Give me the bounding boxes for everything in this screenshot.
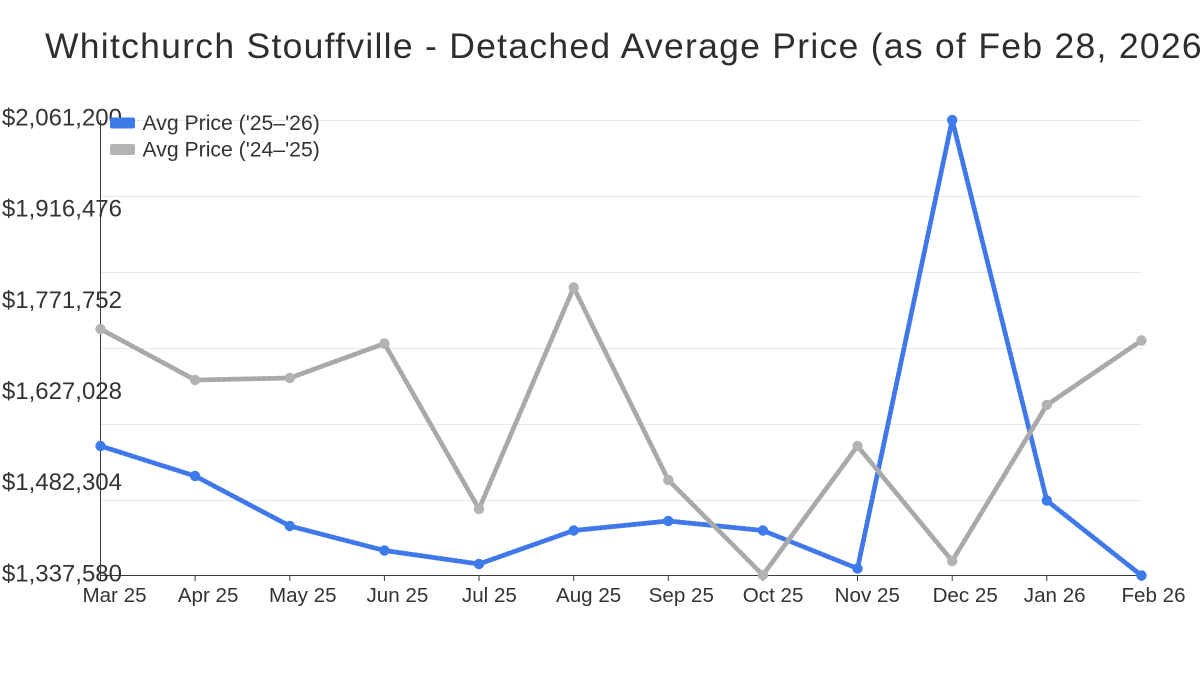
- svg-text:$2,061,200: $2,061,200: [2, 104, 122, 131]
- svg-text:Sep 25: Sep 25: [649, 584, 714, 607]
- svg-text:Jun 25: Jun 25: [366, 584, 428, 607]
- svg-text:Apr 25: Apr 25: [178, 584, 239, 607]
- svg-text:Nov 25: Nov 25: [835, 584, 900, 607]
- svg-text:Feb 26: Feb 26: [1121, 584, 1185, 607]
- svg-text:Avg Price ('24–'25): Avg Price ('24–'25): [143, 139, 320, 162]
- svg-text:$1,916,476: $1,916,476: [2, 196, 122, 223]
- svg-text:Dec 25: Dec 25: [933, 584, 998, 607]
- svg-text:$1,627,028: $1,627,028: [2, 378, 122, 405]
- svg-text:$1,482,304: $1,482,304: [2, 469, 122, 496]
- svg-text:Jul 25: Jul 25: [462, 584, 517, 607]
- svg-text:Avg Price ('25–'26): Avg Price ('25–'26): [143, 112, 320, 135]
- svg-text:Mar 25: Mar 25: [82, 584, 146, 607]
- svg-text:$1,771,752: $1,771,752: [2, 287, 122, 314]
- svg-text:Jan 26: Jan 26: [1024, 584, 1086, 607]
- svg-text:Oct 25: Oct 25: [743, 584, 804, 607]
- svg-text:Aug 25: Aug 25: [556, 584, 621, 607]
- svg-text:$1,337,580: $1,337,580: [2, 560, 122, 587]
- svg-text:May 25: May 25: [269, 584, 337, 607]
- svg-text:Whitchurch Stouffville - Detac: Whitchurch Stouffville - Detached Averag…: [45, 26, 1200, 66]
